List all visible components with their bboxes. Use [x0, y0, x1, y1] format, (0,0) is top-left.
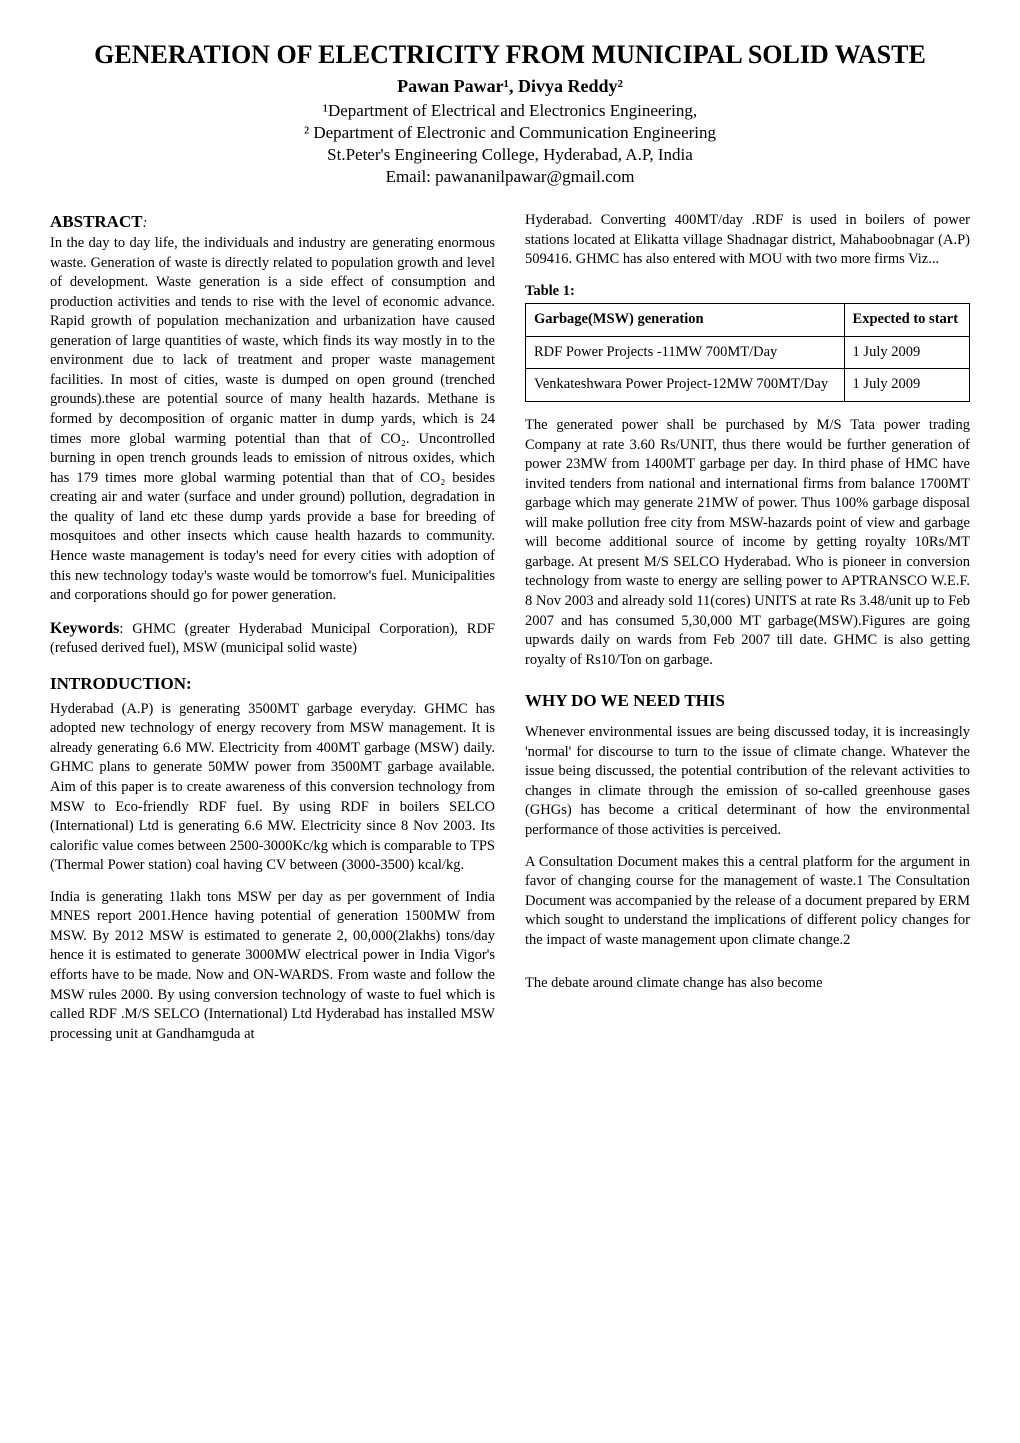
affiliation-2: ² Department of Electronic and Communica… — [50, 123, 970, 143]
introduction-p2: India is generating 1lakh tons MSW per d… — [50, 888, 495, 1045]
abstract-colon: : — [143, 215, 148, 231]
keywords-label: Keywords — [50, 620, 119, 637]
table-row: RDF Power Projects -11MW 700MT/Day 1 Jul… — [526, 336, 970, 369]
two-column-layout: ABSTRACT: In the day to day life, the in… — [50, 211, 970, 1056]
table-header-cell: Garbage(MSW) generation — [526, 304, 845, 337]
why-heading: WHY DO WE NEED THIS — [525, 690, 970, 713]
after-table-paragraph: The generated power shall be purchased b… — [525, 416, 970, 670]
table-cell: 1 July 2009 — [844, 336, 969, 369]
why-p1: Whenever environmental issues are being … — [525, 723, 970, 840]
table-cell: Venkateshwara Power Project-12MW 700MT/D… — [526, 369, 845, 402]
table-header-row: Garbage(MSW) generation Expected to star… — [526, 304, 970, 337]
introduction-heading: INTRODUCTION: — [50, 673, 495, 696]
abstract-body: In the day to day life, the individuals … — [50, 235, 495, 603]
why-p2: A Consultation Document makes this a cen… — [525, 853, 970, 951]
authors-line: Pawan Pawar¹, Divya Reddy² — [50, 76, 970, 97]
right-column: Hyderabad. Converting 400MT/day .RDF is … — [525, 211, 970, 1056]
affiliation-3: St.Peter's Engineering College, Hyderaba… — [50, 145, 970, 165]
garbage-table: Garbage(MSW) generation Expected to star… — [525, 303, 970, 402]
email-line: Email: pawananilpawar@gmail.com — [50, 167, 970, 187]
why-p3: The debate around climate change has als… — [525, 974, 970, 994]
table-label: Table 1: — [525, 282, 970, 302]
affiliation-1: ¹Department of Electrical and Electronic… — [50, 101, 970, 121]
keywords-block: Keywords: GHMC (greater Hyderabad Munici… — [50, 618, 495, 659]
table-cell: 1 July 2009 — [844, 369, 969, 402]
paper-title: GENERATION OF ELECTRICITY FROM MUNICIPAL… — [50, 40, 970, 70]
table-header-cell: Expected to start — [844, 304, 969, 337]
left-column: ABSTRACT: In the day to day life, the in… — [50, 211, 495, 1056]
right-top-paragraph: Hyderabad. Converting 400MT/day .RDF is … — [525, 211, 970, 270]
introduction-p1: Hyderabad (A.P) is generating 3500MT gar… — [50, 700, 495, 876]
table-row: Venkateshwara Power Project-12MW 700MT/D… — [526, 369, 970, 402]
table-cell: RDF Power Projects -11MW 700MT/Day — [526, 336, 845, 369]
abstract-block: ABSTRACT: In the day to day life, the in… — [50, 211, 495, 606]
abstract-label: ABSTRACT — [50, 212, 143, 231]
